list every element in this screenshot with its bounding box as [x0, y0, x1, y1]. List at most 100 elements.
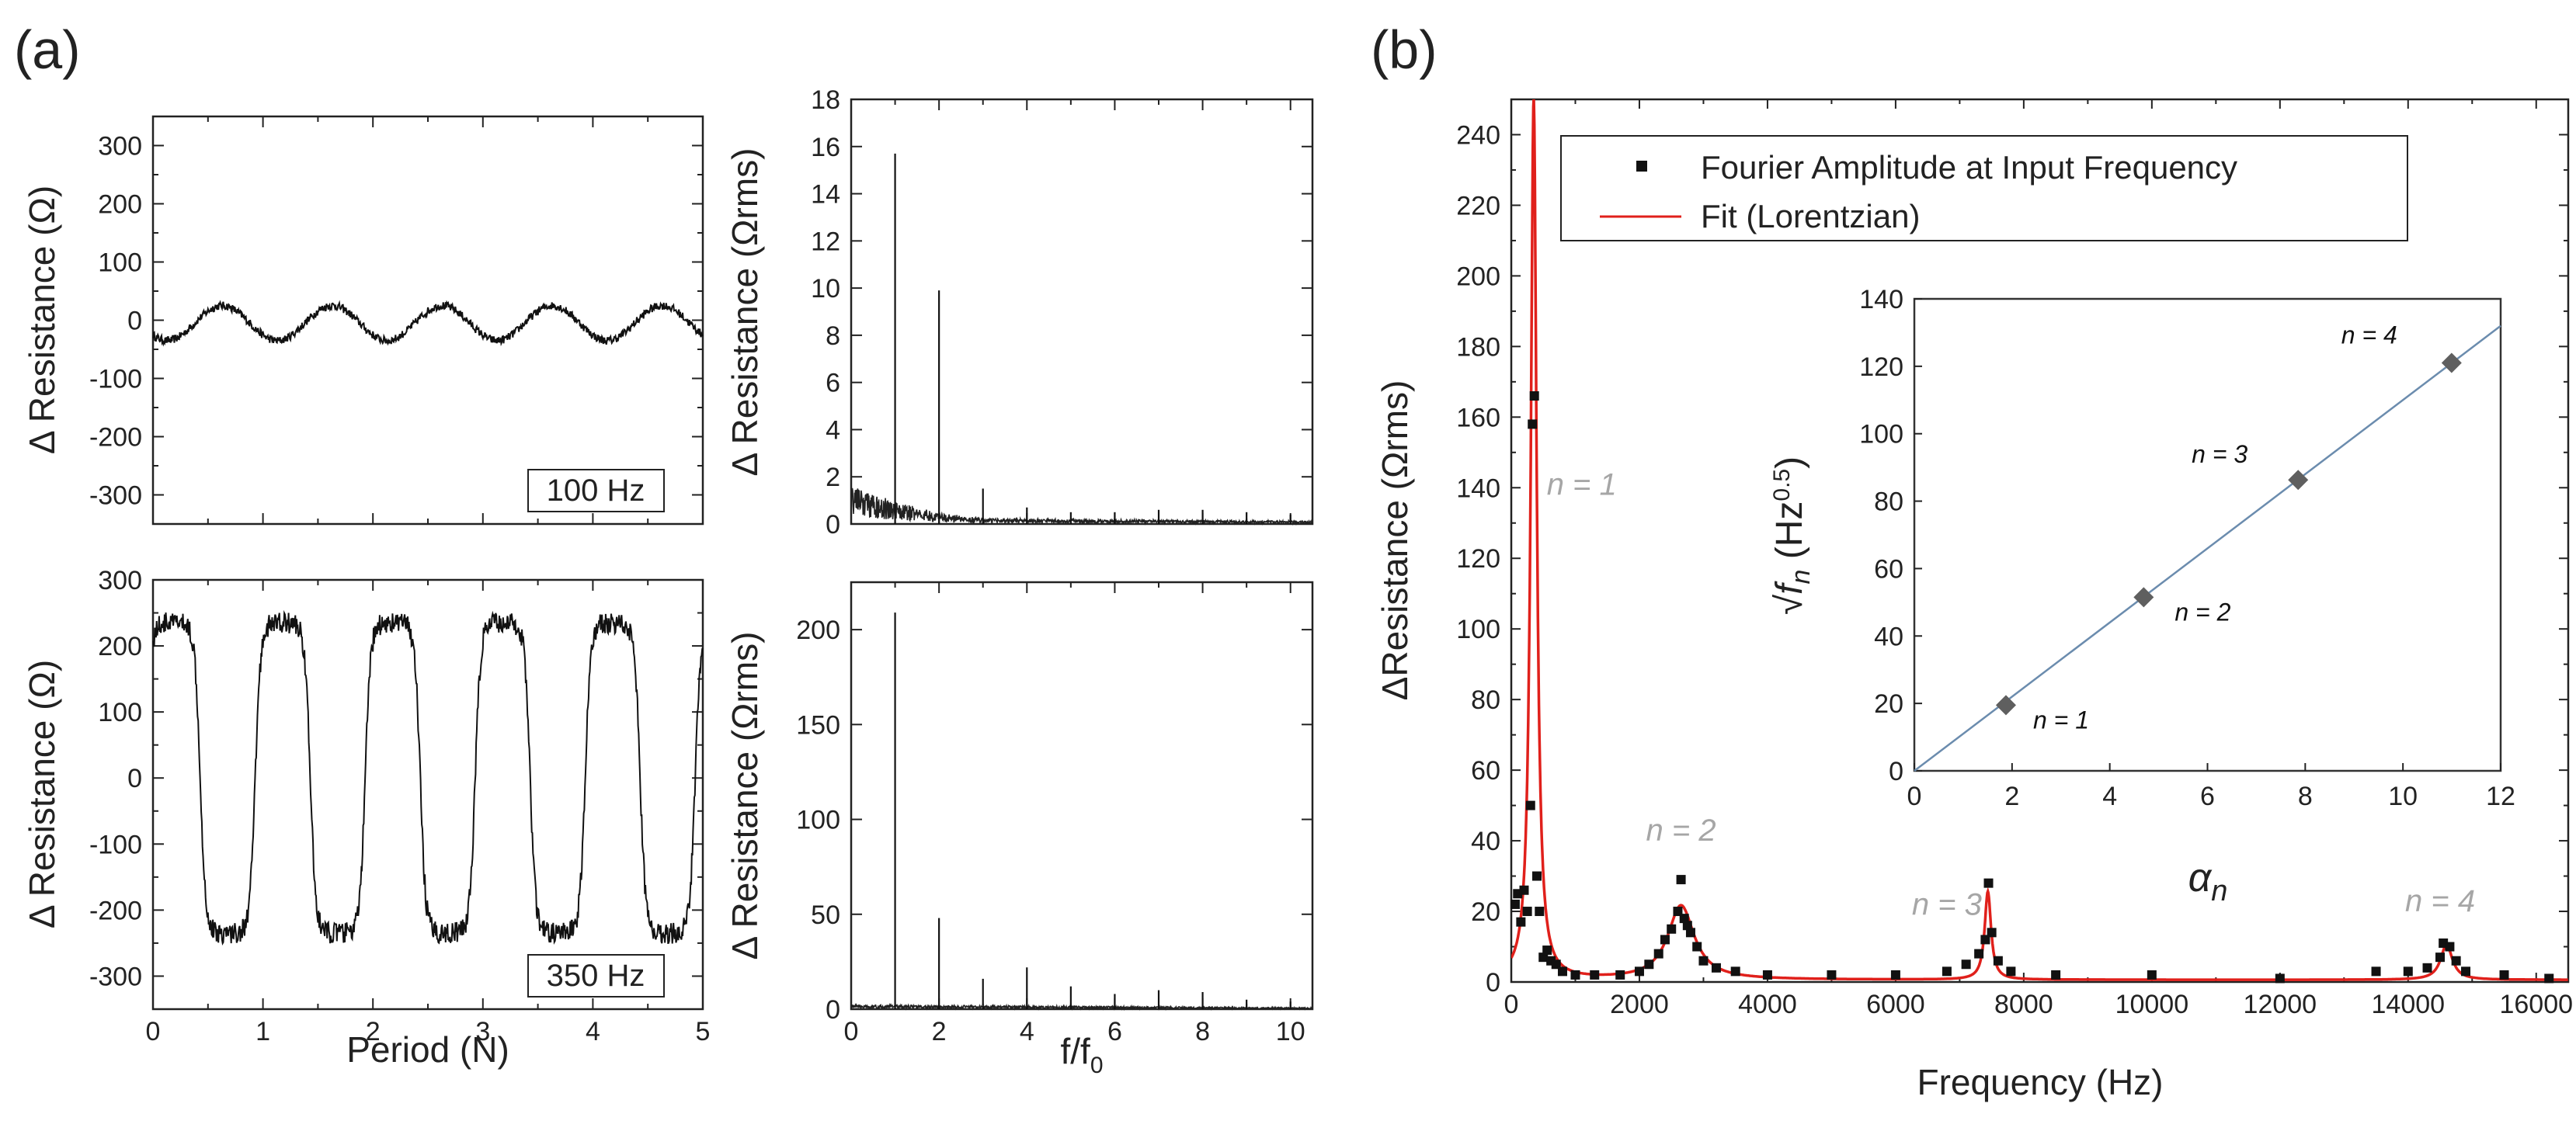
y-tick-label: 0 [1889, 757, 1903, 786]
y-tick-label: 40 [1471, 827, 1500, 856]
y-tick-label: 200 [1456, 262, 1500, 291]
y-tick-label: 10 [811, 274, 840, 304]
chart-b-data-point [1615, 970, 1625, 980]
inset-background [1914, 299, 2501, 771]
chart-b-data-point [1542, 945, 1552, 956]
chart-b-data-point [1525, 800, 1535, 810]
chart-b-data-point [2051, 970, 2061, 980]
chart-a1-annotation-box [527, 469, 665, 512]
x-tick-label: 0 [1504, 990, 1519, 1019]
chart-b-data-point [1983, 878, 1994, 888]
chart-b-data-point [1987, 928, 1997, 938]
y-tick-label: 100 [1859, 420, 1903, 449]
x-tick-label: 3 [475, 1017, 490, 1046]
y-tick-label: 140 [1859, 285, 1903, 314]
x-tick-label: 1 [256, 1017, 270, 1046]
chart-b-data-point [2499, 970, 2509, 980]
y-tick-label: 200 [796, 616, 840, 645]
chart-b-data-point [2422, 963, 2432, 973]
chart-a3-xlabel: Period (N) [346, 1029, 509, 1070]
x-tick-label: 5 [696, 1017, 711, 1046]
x-tick-label: 14000 [2372, 990, 2446, 1019]
chart-a1-annotation: 100 Hz [547, 474, 645, 508]
chart-b-data-point [1692, 942, 1702, 952]
chart-b-data-point [1557, 966, 1567, 977]
chart-b-mode-label: n = 2 [1646, 814, 1716, 848]
x-tick-label: 10000 [2115, 990, 2189, 1019]
y-tick-label: 100 [796, 806, 840, 835]
x-tick-label: 6 [1107, 1017, 1122, 1046]
x-tick-label: 0 [844, 1017, 859, 1046]
y-tick-label: -200 [89, 423, 142, 453]
chart-b-mode-label: n = 4 [2405, 884, 2475, 918]
y-tick-label: 40 [1874, 622, 1903, 651]
x-tick-label: 12000 [2244, 990, 2317, 1019]
x-tick-label: 2000 [1610, 990, 1669, 1019]
x-tick-label: 8 [2298, 782, 2313, 811]
y-tick-label: -300 [89, 962, 142, 991]
x-tick-label: 0 [1907, 782, 1922, 811]
y-tick-label: 300 [98, 132, 142, 161]
x-tick-label: 8000 [1994, 990, 2053, 1019]
chart-b-data-point [1551, 959, 1561, 970]
y-tick-label: 0 [1486, 968, 1500, 998]
inset-data-point [2133, 587, 2154, 608]
y-tick-label: 14 [811, 180, 840, 210]
y-tick-label: 180 [1456, 332, 1500, 362]
y-tick-label: -200 [89, 896, 142, 925]
y-tick-label: 220 [1456, 191, 1500, 220]
chart-b-data-point [1685, 928, 1695, 938]
chart-b-data-point [1827, 970, 1837, 980]
x-tick-label: 4 [2102, 782, 2117, 811]
chart-b-data-point [2445, 942, 2455, 952]
y-tick-label: 240 [1456, 120, 1500, 150]
chart-b-data-point [2451, 956, 2461, 966]
inset-point-label: n = 1 [2033, 706, 2089, 734]
inset-fit-line [1914, 324, 2501, 772]
y-tick-label: 200 [98, 632, 142, 661]
chart-b-data-point [1676, 875, 1686, 885]
chart-b-data-point [2544, 973, 2554, 984]
y-tick-label: 20 [1874, 689, 1903, 719]
inset-xlabel: αn [2188, 855, 2228, 907]
legend-marker-square [1636, 161, 1647, 172]
chart-b-data-point [1522, 907, 1532, 917]
chart-b-data-point [1644, 959, 1654, 970]
x-tick-label: 6 [2200, 782, 2215, 811]
chart-a2-ylabel: Δ Resistance (Ωrms) [725, 148, 765, 477]
chart-a1-frame [151, 115, 704, 526]
chart-a3-trace [152, 609, 704, 945]
chart-b-axes: 0 2000 4000 6000 8000 10000 12000 14000 16000020… [1456, 98, 2573, 1019]
chart-b-frame [1510, 98, 2570, 984]
y-tick-label: 160 [1456, 403, 1500, 432]
inset-point-label: n = 4 [2341, 321, 2397, 349]
y-tick-label: 150 [796, 710, 840, 740]
chart-b-data-point [1529, 391, 1539, 401]
chart-a1-axes: -300 -200 -100 0 100 200 300 [89, 115, 704, 526]
chart-b-data-point [1682, 921, 1692, 931]
y-tick-label: 80 [1874, 487, 1903, 517]
y-tick-label: 6 [826, 369, 840, 398]
chart-a4-noise-floor [850, 1002, 1313, 1011]
x-tick-label: 4 [586, 1017, 600, 1046]
x-tick-label: 2 [932, 1017, 947, 1046]
chart-b-data-point [1570, 970, 1580, 980]
chart-a2-axes: 0 2 4 6 8 10 12 14 16 18 [811, 85, 1314, 540]
chart-a4-ylabel: Δ Resistance (Ωrms) [725, 632, 765, 960]
chart-b-data-point [1673, 907, 1683, 917]
inset-data-point [2441, 352, 2462, 373]
chart-b-mode-label: n = 3 [1912, 888, 1982, 922]
chart-b-data-point [1730, 966, 1740, 977]
chart-b-legend: Fourier Amplitude at Input Frequency Fit … [1560, 135, 2408, 241]
y-tick-label: 0 [127, 307, 142, 336]
chart-b-data-point [1679, 914, 1689, 924]
y-tick-label: 60 [1471, 756, 1500, 786]
inset-ylabel: √fn (Hz0.5) [1769, 456, 1816, 615]
chart-b-data-point [1516, 917, 1526, 927]
x-tick-label: 0 [146, 1017, 161, 1046]
chart-b-data-point [1531, 871, 1542, 881]
chart-b-data-point [1634, 966, 1644, 977]
y-tick-label: 100 [1456, 615, 1500, 644]
